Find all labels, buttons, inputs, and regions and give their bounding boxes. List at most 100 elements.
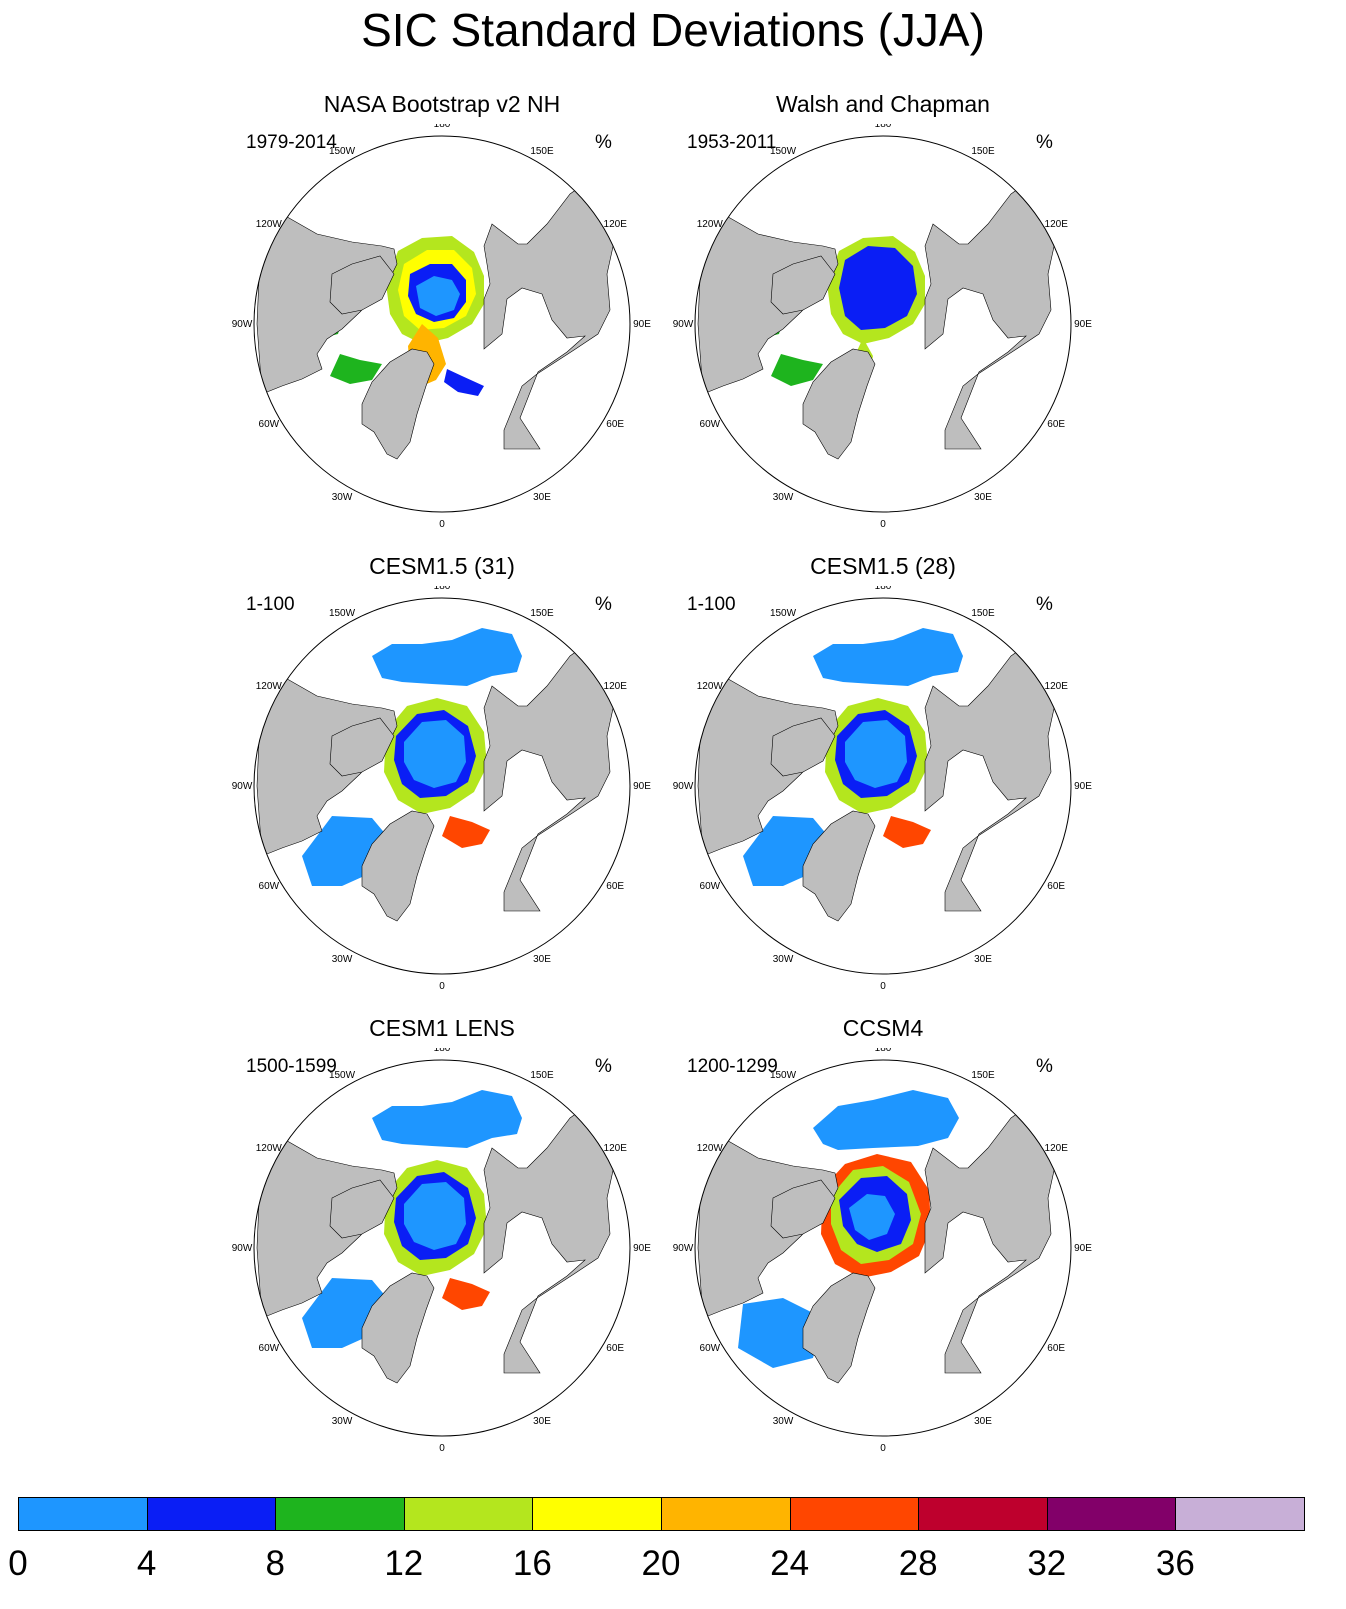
longitude-label: 150E xyxy=(971,608,995,619)
longitude-label: 90W xyxy=(673,1243,694,1254)
polar-map: 180 150E 120E 90E 60E 30E 0 30W 60W 90W 120W 150W xyxy=(673,586,1093,992)
longitude-label: 60W xyxy=(259,881,280,892)
land-archipelago xyxy=(329,255,395,315)
longitude-label: 150E xyxy=(530,1070,554,1081)
colorbar-box xyxy=(789,1497,920,1531)
longitude-label: 120E xyxy=(604,681,628,692)
longitude-label: 30E xyxy=(533,1416,551,1427)
longitude-label: 30W xyxy=(773,1416,794,1427)
longitude-label: 150E xyxy=(971,146,995,157)
longitude-label: 90W xyxy=(673,319,694,330)
land-greenland xyxy=(361,810,435,922)
map-panel: Walsh and Chapman 1953-2011% 180 150E 120E 90… xyxy=(663,90,1103,560)
longitude-label: 90E xyxy=(633,1243,651,1254)
longitude-label: 120W xyxy=(256,219,283,230)
ice-anomaly-region xyxy=(404,1182,466,1250)
longitude-label: 90E xyxy=(633,781,651,792)
land-greenland xyxy=(361,1272,435,1384)
longitude-label: 30E xyxy=(533,492,551,503)
colorbar-box xyxy=(146,1497,277,1531)
longitude-label: 120E xyxy=(604,219,628,230)
longitude-label: 90W xyxy=(232,781,253,792)
longitude-label: 30W xyxy=(332,492,353,503)
map-boundary xyxy=(253,597,631,975)
longitude-label: 120E xyxy=(1045,1143,1069,1154)
longitude-label: 60E xyxy=(1047,1343,1065,1354)
ice-anomaly-region xyxy=(444,369,484,396)
land-north-america xyxy=(697,670,839,857)
map-panel: NASA Bootstrap v2 NH 1979-2014% 180 150E 120… xyxy=(222,90,662,560)
longitude-label: 0 xyxy=(880,519,886,530)
map-panel: CESM1.5 (28) 1-100% 180 150E 120E 90E 60E 30E 0 3… xyxy=(663,552,1103,1022)
panel-years: 1953-2011 xyxy=(687,132,777,153)
colorbar-label: 8 xyxy=(265,1544,285,1583)
longitude-label: 60E xyxy=(606,881,624,892)
ice-anomaly-region xyxy=(738,1298,823,1368)
longitude-label: 120W xyxy=(697,681,724,692)
longitude-label: 0 xyxy=(439,1443,445,1454)
longitude-label: 60E xyxy=(606,1343,624,1354)
ice-anomaly-region xyxy=(813,628,963,686)
ice-anomaly-region xyxy=(330,354,382,384)
longitude-label: 90E xyxy=(1074,1243,1092,1254)
ice-anomaly-region xyxy=(771,354,823,386)
land-archipelago xyxy=(329,1179,395,1239)
polar-map: 180 150E 120E 90E 60E 30E 0 30W 60W 90W 120W 150W xyxy=(673,124,1093,530)
longitude-label: 30W xyxy=(332,954,353,965)
colorbar-box xyxy=(18,1497,148,1531)
longitude-label: 150W xyxy=(329,146,356,157)
longitude-label: 150W xyxy=(770,1070,797,1081)
longitude-label: 150E xyxy=(971,1070,995,1081)
land-north-america xyxy=(256,670,398,857)
land-archipelago xyxy=(329,717,395,777)
longitude-label: 180 xyxy=(875,1048,892,1054)
land-greenland xyxy=(361,348,435,460)
panel-title: CESM1.5 (28) xyxy=(810,553,956,579)
ice-anomaly-region xyxy=(442,1278,490,1310)
ice-anomaly-region xyxy=(442,816,490,848)
panel-unit: % xyxy=(595,1056,612,1077)
longitude-label: 120E xyxy=(604,1143,628,1154)
longitude-label: 180 xyxy=(434,1048,451,1054)
panel-unit: % xyxy=(1036,1056,1053,1077)
panel-years: 1200-1299 xyxy=(687,1056,778,1077)
ice-anomaly-region xyxy=(372,1090,522,1148)
polar-map: 180 150E 120E 90E 60E 30E 0 30W 60W 90W 120W 150W xyxy=(232,124,652,530)
longitude-label: 180 xyxy=(875,586,892,592)
colorbar-box xyxy=(918,1497,1048,1531)
colorbar-label: 36 xyxy=(1155,1544,1195,1583)
land-greenland xyxy=(802,810,876,922)
longitude-label: 60E xyxy=(606,419,624,430)
colorbar-label: 12 xyxy=(384,1544,424,1583)
longitude-label: 60W xyxy=(259,1343,280,1354)
map-boundary xyxy=(694,597,1072,975)
panel-years: 1979-2014 xyxy=(246,132,337,153)
polar-map: 180 150E 120E 90E 60E 30E 0 30W 60W 90W 120W 150W xyxy=(232,586,652,992)
panel-unit: % xyxy=(595,594,612,615)
longitude-label: 30E xyxy=(533,954,551,965)
colorbar-label: 0 xyxy=(8,1544,28,1583)
longitude-label: 30W xyxy=(773,954,794,965)
panel-years: 1500-1599 xyxy=(246,1056,337,1077)
longitude-label: 90E xyxy=(1074,781,1092,792)
map-panel: CESM1.5 (31) 1-100% 180 150E 120E 90E 60E 30E 0 3… xyxy=(222,552,662,1022)
longitude-label: 180 xyxy=(434,586,451,592)
longitude-label: 60W xyxy=(700,1343,721,1354)
land-north-america xyxy=(697,208,839,395)
longitude-label: 60E xyxy=(1047,881,1065,892)
colorbar-label: 16 xyxy=(512,1544,552,1583)
colorbar-box xyxy=(1046,1497,1177,1531)
longitude-label: 60W xyxy=(700,881,721,892)
longitude-label: 120W xyxy=(256,681,283,692)
ice-anomaly-region xyxy=(372,628,522,686)
longitude-label: 30E xyxy=(974,954,992,965)
figure-title: SIC Standard Deviations (JJA) xyxy=(361,4,985,56)
colorbar-box xyxy=(532,1497,662,1531)
longitude-label: 30W xyxy=(773,492,794,503)
colorbar-label: 4 xyxy=(136,1544,157,1583)
longitude-label: 30E xyxy=(974,1416,992,1427)
panel-unit: % xyxy=(1036,132,1053,153)
longitude-label: 0 xyxy=(439,981,445,992)
longitude-label: 150E xyxy=(530,608,554,619)
longitude-label: 120W xyxy=(256,1143,283,1154)
